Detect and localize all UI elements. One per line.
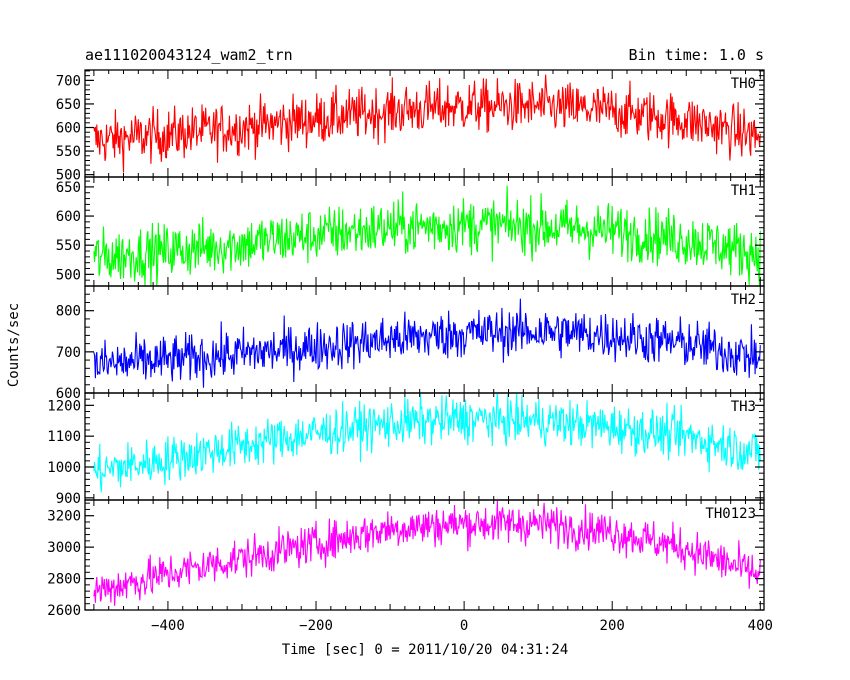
x-tick-label: 0 (460, 618, 468, 634)
panel-frame-th1 (84, 176, 765, 287)
panel-label-th1: TH1 (731, 183, 756, 199)
y-tick-label: 1200 (47, 398, 81, 414)
panel-label-th0123: TH0123 (705, 506, 756, 522)
panel-frame-th0123 (84, 499, 765, 611)
y-tick-label: 3200 (47, 509, 81, 525)
panel-label-th3: TH3 (731, 399, 756, 415)
y-tick-label: 600 (56, 386, 81, 402)
x-tick-label: −400 (151, 618, 185, 634)
y-tick-label: 500 (56, 168, 81, 184)
y-tick-label: 2600 (47, 603, 81, 619)
series-line-th2 (93, 298, 761, 388)
y-tick-label: 600 (56, 121, 81, 137)
x-tick-label: −200 (299, 618, 333, 634)
series-line-th0 (93, 74, 761, 173)
y-tick-label: 550 (56, 144, 81, 160)
y-tick-label: 500 (56, 267, 81, 283)
series-line-th3 (93, 393, 761, 493)
series-line-th0123 (93, 500, 761, 606)
chart-subtitle: Bin time: 1.0 s (629, 46, 764, 64)
y-tick-label: 550 (56, 238, 81, 254)
y-tick-label: 700 (56, 73, 81, 89)
y-tick-label: 2800 (47, 572, 81, 588)
x-tick-label: 400 (748, 618, 773, 634)
panel-label-th0: TH0 (731, 76, 756, 92)
y-tick-label: 900 (56, 491, 81, 507)
y-tick-label: 650 (56, 180, 81, 196)
y-tick-label: 1100 (47, 429, 81, 445)
y-tick-label: 650 (56, 97, 81, 113)
y-tick-label: 3000 (47, 540, 81, 556)
y-tick-label: 800 (56, 304, 81, 320)
x-axis-label: Time [sec] 0 = 2011/10/20 04:31:24 (282, 642, 569, 658)
series-line-th1 (93, 185, 761, 286)
panel-label-th2: TH2 (731, 292, 756, 308)
y-tick-label: 600 (56, 209, 81, 225)
panels-group: 500 550 600 650 700 TH0 500 550 600 650 TH1 600 700 8… (47, 69, 773, 634)
panel-frame-th3 (84, 392, 765, 501)
x-tick-label: 200 (600, 618, 625, 634)
chart-title: ae111020043124_wam2_trn (85, 46, 293, 64)
y-tick-label: 700 (56, 345, 81, 361)
y-axis-label: Counts/sec (6, 303, 22, 387)
y-tick-label: 1000 (47, 460, 81, 476)
